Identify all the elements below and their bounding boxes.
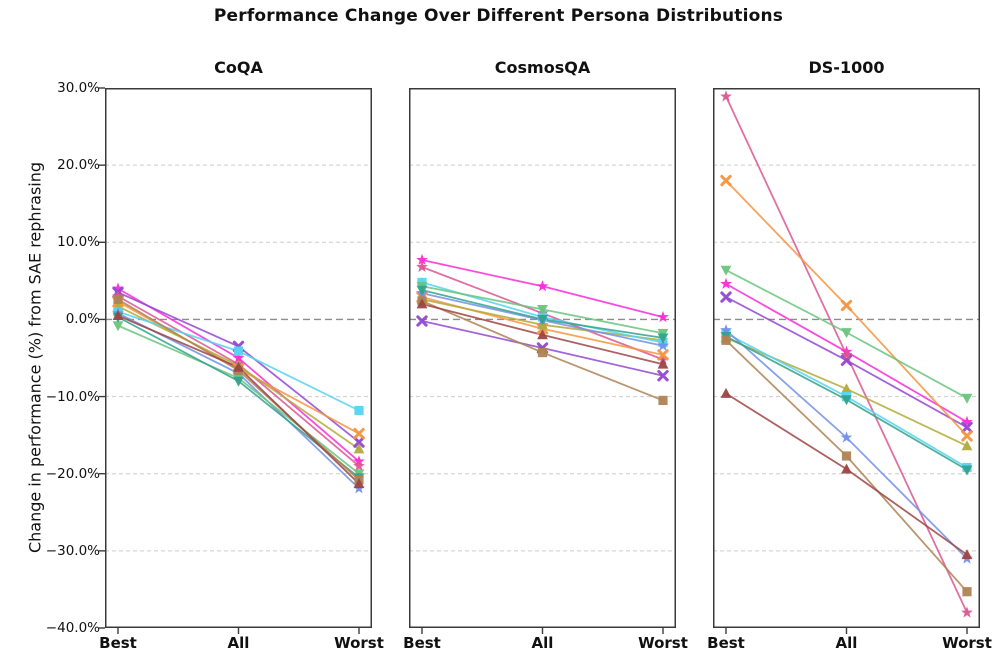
x-tick-label-best: Best [707,634,745,652]
marker-brown-square [721,335,731,345]
marker-magenta-star [720,277,732,289]
panel-coqa: CoQA Best All Worst [99,58,384,652]
y-tick-label: 30.0% [57,80,100,96]
marker-teal-triangle-down [657,333,669,344]
marker-green-triangle-down [112,321,124,332]
y-axis-ticks: 30.0% 20.0% 10.0% 0.0% −10.0% −20.0% −30.0% −40… [8,80,100,636]
marker-blue-star [720,324,732,336]
marker-crimson-star [416,260,428,273]
marker-violet-x [657,370,669,382]
x-tick-label-worst: Worst [334,634,384,652]
y-tick-label: −40.0% [45,620,100,636]
marker-magenta-star [416,253,428,266]
marker-darkred-triangle-up [233,361,244,372]
marker-darkred-triangle-up [961,549,973,560]
panel-title: CosmosQA [494,58,591,77]
marker-violet-x [961,421,973,434]
marker-brown-square [962,587,972,597]
marker-green-triangle-down [537,305,548,315]
y-tick-label: −30.0% [45,542,100,559]
marker-darkred-triangle-up [353,478,365,489]
marker-darkred-triangle-up [841,463,852,474]
marker-orange-x [840,299,853,312]
marker-cyan-square [233,346,244,356]
marker-darkred-triangle-up [657,358,669,369]
marker-violet-x [720,291,732,303]
marker-green-triangle-down [720,265,732,276]
marker-darkred-triangle-up [112,310,124,320]
y-tick-label: 20.0% [57,157,100,174]
marker-darkred-triangle-up [720,387,732,398]
marker-magenta-star [536,280,549,292]
marker-magenta-star [232,351,245,364]
panel-title: CoQA [214,58,263,77]
plot-area-cosmosqa [409,88,676,634]
marker-cyan-square [354,405,364,416]
marker-teal-triangle-down [416,285,428,296]
x-tick-label-worst: Worst [942,634,992,652]
marker-darkred-triangle-up [416,298,428,309]
chart-title: Performance Change Over Different Person… [213,6,784,26]
x-tick-label-all: All [531,634,554,652]
marker-orange-x [353,427,365,440]
series-line-blue-star [117,312,360,490]
y-tick-label: −20.0% [45,465,100,482]
marker-magenta-star [961,415,973,428]
marker-brown-square [658,395,668,405]
marker-blue-star [657,339,669,351]
x-tick-label-all: All [227,634,250,652]
marker-brown-square [537,348,548,358]
marker-violet-x [416,315,428,327]
marker-orange-x [657,349,669,361]
marker-teal-triangle-down [233,376,244,387]
panel-border [713,88,980,628]
marker-teal-triangle-down [537,315,548,325]
series-line-blue-star [725,329,968,560]
panel-ds-1000: DS-1000 Best All Worst [707,58,992,652]
marker-brown-square [113,294,123,304]
y-tick-label: −10.0% [45,388,100,405]
marker-brown-square [841,451,852,461]
marker-magenta-star [657,310,669,323]
marker-orange-x [961,430,973,442]
marker-green-triangle-down [961,393,973,404]
panel-title: DS-1000 [808,58,885,77]
marker-crimson-star [840,348,853,360]
marker-crimson-star [720,90,732,102]
panel-border [409,88,676,628]
plot-area-coqa [99,87,372,634]
x-tick-label-best: Best [403,634,441,652]
x-tick-label-all: All [835,634,858,652]
y-tick-label: 10.0% [57,234,100,251]
panel-cosmosqa: CosmosQA Best All Worst [403,58,688,652]
marker-teal-triangle-down [841,395,852,406]
panel-border [105,88,372,628]
marker-olive-triangle-up [841,383,852,394]
marker-green-triangle-down [841,328,852,339]
x-tick-label-best: Best [99,634,137,652]
y-tick-label: 0.0% [65,311,100,328]
marker-crimson-star [353,459,365,472]
marker-crimson-star [961,606,973,618]
marker-olive-triangle-up [353,443,365,454]
x-tick-label-worst: Worst [638,634,688,652]
marker-blue-star [840,431,853,443]
marker-magenta-star [112,282,124,294]
marker-orange-x [720,174,732,187]
plot-area-ds-1000 [713,88,980,634]
marker-darkred-triangle-up [537,329,548,340]
marker-violet-x [353,436,365,448]
marker-olive-triangle-up [961,440,973,451]
marker-teal-triangle-down [961,465,973,476]
